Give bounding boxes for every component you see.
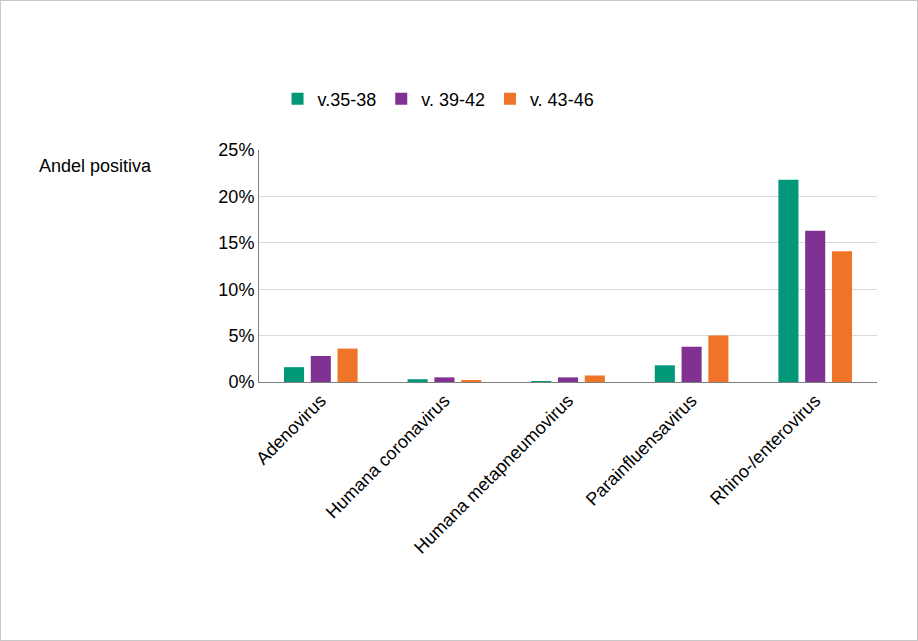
svg-text:25%: 25% — [218, 140, 254, 160]
svg-text:5%: 5% — [228, 326, 254, 346]
svg-text:v. 43-46: v. 43-46 — [530, 90, 594, 110]
svg-text:0%: 0% — [228, 372, 254, 392]
svg-text:v.35-38: v.35-38 — [318, 90, 377, 110]
svg-text:Adenovirus: Adenovirus — [252, 391, 330, 469]
svg-text:20%: 20% — [218, 187, 254, 207]
svg-text:Andel positiva: Andel positiva — [39, 156, 152, 176]
svg-text:Rhino-/enterovirus: Rhino-/enterovirus — [706, 391, 824, 509]
svg-text:Parainfluensavirus: Parainfluensavirus — [582, 391, 701, 510]
svg-text:Humana coronavirus: Humana coronavirus — [322, 391, 454, 523]
svg-text:v. 39-42: v. 39-42 — [421, 90, 485, 110]
svg-text:15%: 15% — [218, 233, 254, 253]
svg-text:10%: 10% — [218, 280, 254, 300]
svg-text:Humana metapneumovirus: Humana metapneumovirus — [410, 391, 577, 558]
